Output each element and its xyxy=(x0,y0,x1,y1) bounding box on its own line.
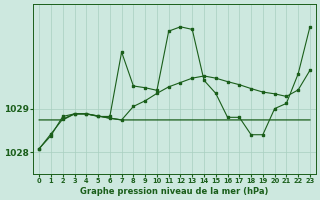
X-axis label: Graphe pression niveau de la mer (hPa): Graphe pression niveau de la mer (hPa) xyxy=(80,187,269,196)
